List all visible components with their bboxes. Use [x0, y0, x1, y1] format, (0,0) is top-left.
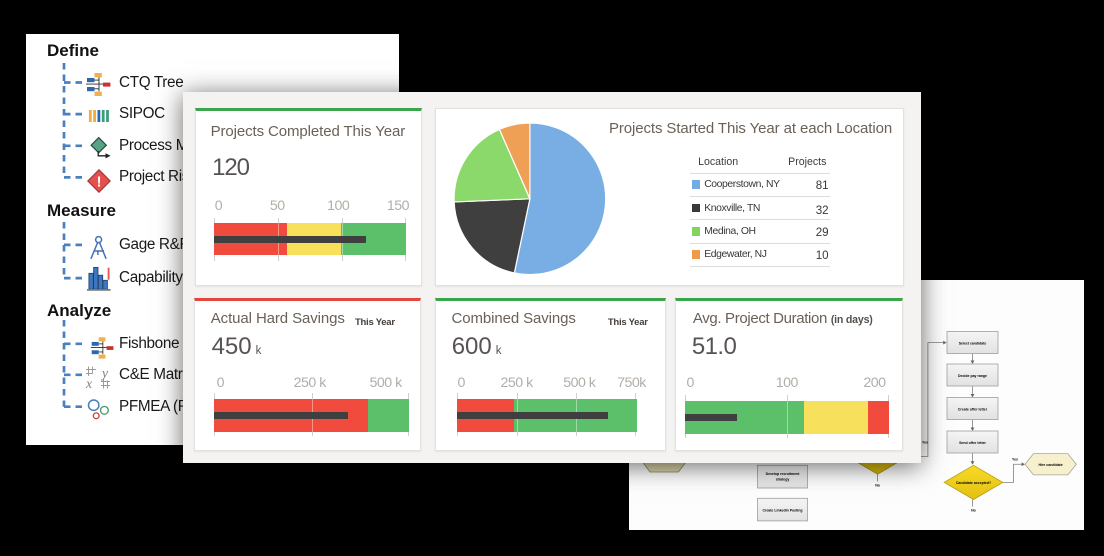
- svg-text:Create LinkedIn Posting: Create LinkedIn Posting: [762, 508, 802, 512]
- svg-text:!: !: [97, 174, 102, 190]
- svg-text:y: y: [100, 366, 108, 381]
- svg-text:Yes: Yes: [922, 441, 928, 445]
- svg-text:Decide pay range: Decide pay range: [958, 374, 987, 378]
- svg-text:x: x: [85, 376, 92, 390]
- svg-text:No: No: [875, 484, 880, 488]
- svg-text:Yes: Yes: [1012, 457, 1018, 461]
- svg-text:Create offer letter: Create offer letter: [958, 407, 988, 411]
- svg-text:strategy: strategy: [776, 477, 790, 481]
- svg-text:Hire candidate: Hire candidate: [1039, 463, 1063, 467]
- svg-text:No: No: [971, 509, 976, 513]
- svg-text:Develop recruitment: Develop recruitment: [766, 472, 801, 476]
- svg-text:Candidate accepted?: Candidate accepted?: [956, 481, 991, 485]
- svg-text:Select candidate: Select candidate: [959, 341, 987, 345]
- svg-text:Send offer letter: Send offer letter: [959, 441, 986, 445]
